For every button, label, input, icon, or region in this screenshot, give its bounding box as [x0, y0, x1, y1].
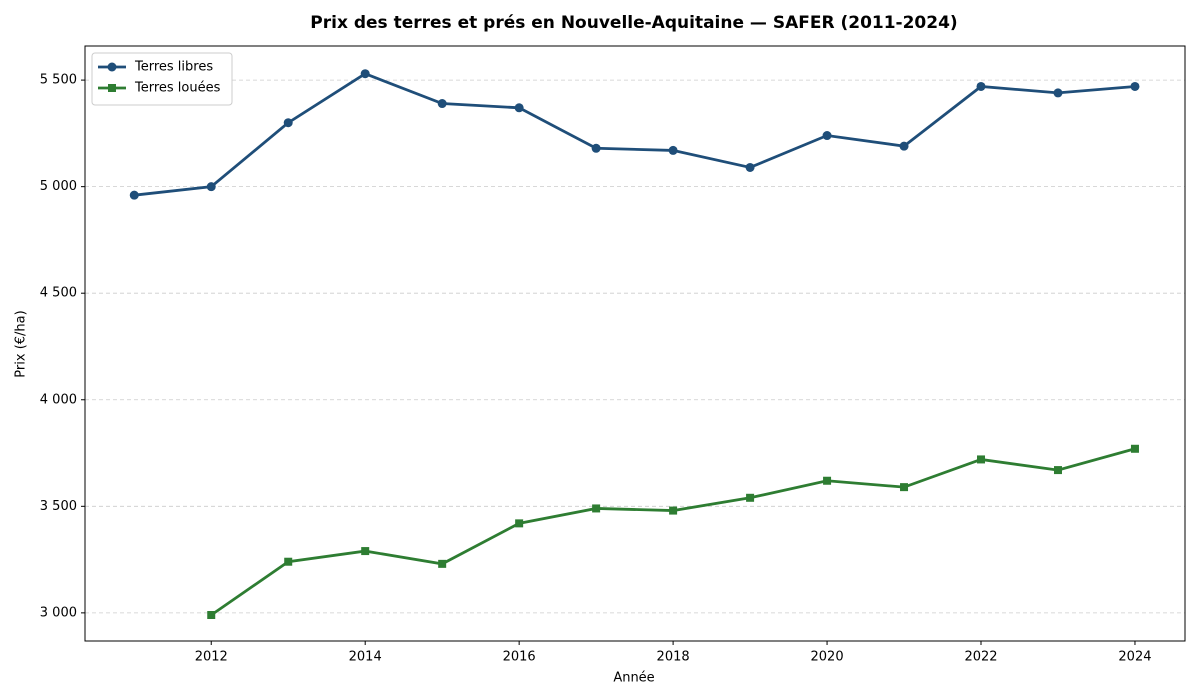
marker — [1130, 81, 1140, 91]
series-line — [134, 72, 1136, 197]
marker — [283, 118, 293, 128]
marker — [515, 519, 524, 528]
x-tick-label: 2020 — [811, 650, 844, 665]
x-axis-label: Année — [613, 671, 654, 686]
legend-label: Terres libres — [134, 60, 213, 75]
legend-box — [91, 52, 233, 106]
marker — [669, 506, 678, 515]
marker — [107, 62, 117, 72]
marker — [668, 145, 678, 155]
marker — [438, 559, 447, 568]
marker — [823, 476, 832, 485]
marker — [207, 611, 216, 620]
marker — [745, 162, 755, 172]
marker — [361, 547, 370, 556]
x-tick-label: 2018 — [657, 650, 690, 665]
marker — [592, 504, 601, 513]
marker — [206, 182, 216, 192]
marker — [129, 190, 139, 200]
marker — [746, 493, 755, 502]
y-axis-label: Prix (€/ha) — [14, 310, 29, 377]
y-tick-label: 3 000 — [40, 605, 77, 620]
y-tick-label: 4 500 — [40, 286, 77, 301]
marker — [1053, 88, 1063, 98]
marker — [1130, 444, 1139, 453]
chart-title: Prix des terres et prés en Nouvelle-Aqui… — [310, 13, 957, 33]
y-tick-label: 3 500 — [40, 499, 77, 514]
marker — [591, 143, 601, 153]
marker — [284, 557, 293, 566]
y-tick-label: 5 000 — [40, 179, 77, 194]
x-tick-label: 2014 — [349, 650, 382, 665]
x-tick-label: 2012 — [195, 650, 228, 665]
y-tick-label: 5 500 — [40, 73, 77, 88]
y-tick-label: 4 000 — [40, 392, 77, 407]
marker — [108, 84, 116, 92]
marker — [976, 81, 986, 91]
marker — [977, 455, 986, 464]
marker — [822, 131, 832, 141]
legend-label: Terres louées — [134, 81, 221, 96]
x-tick-label: 2024 — [1118, 650, 1151, 665]
marker — [437, 99, 447, 109]
series-line — [210, 447, 1136, 617]
marker — [1053, 466, 1062, 475]
x-tick-label: 2022 — [964, 650, 997, 665]
marker — [900, 483, 909, 492]
marker — [514, 103, 524, 113]
marker — [899, 141, 909, 151]
marker — [360, 69, 370, 79]
x-tick-label: 2016 — [503, 650, 536, 665]
plot-frame — [84, 45, 1186, 642]
